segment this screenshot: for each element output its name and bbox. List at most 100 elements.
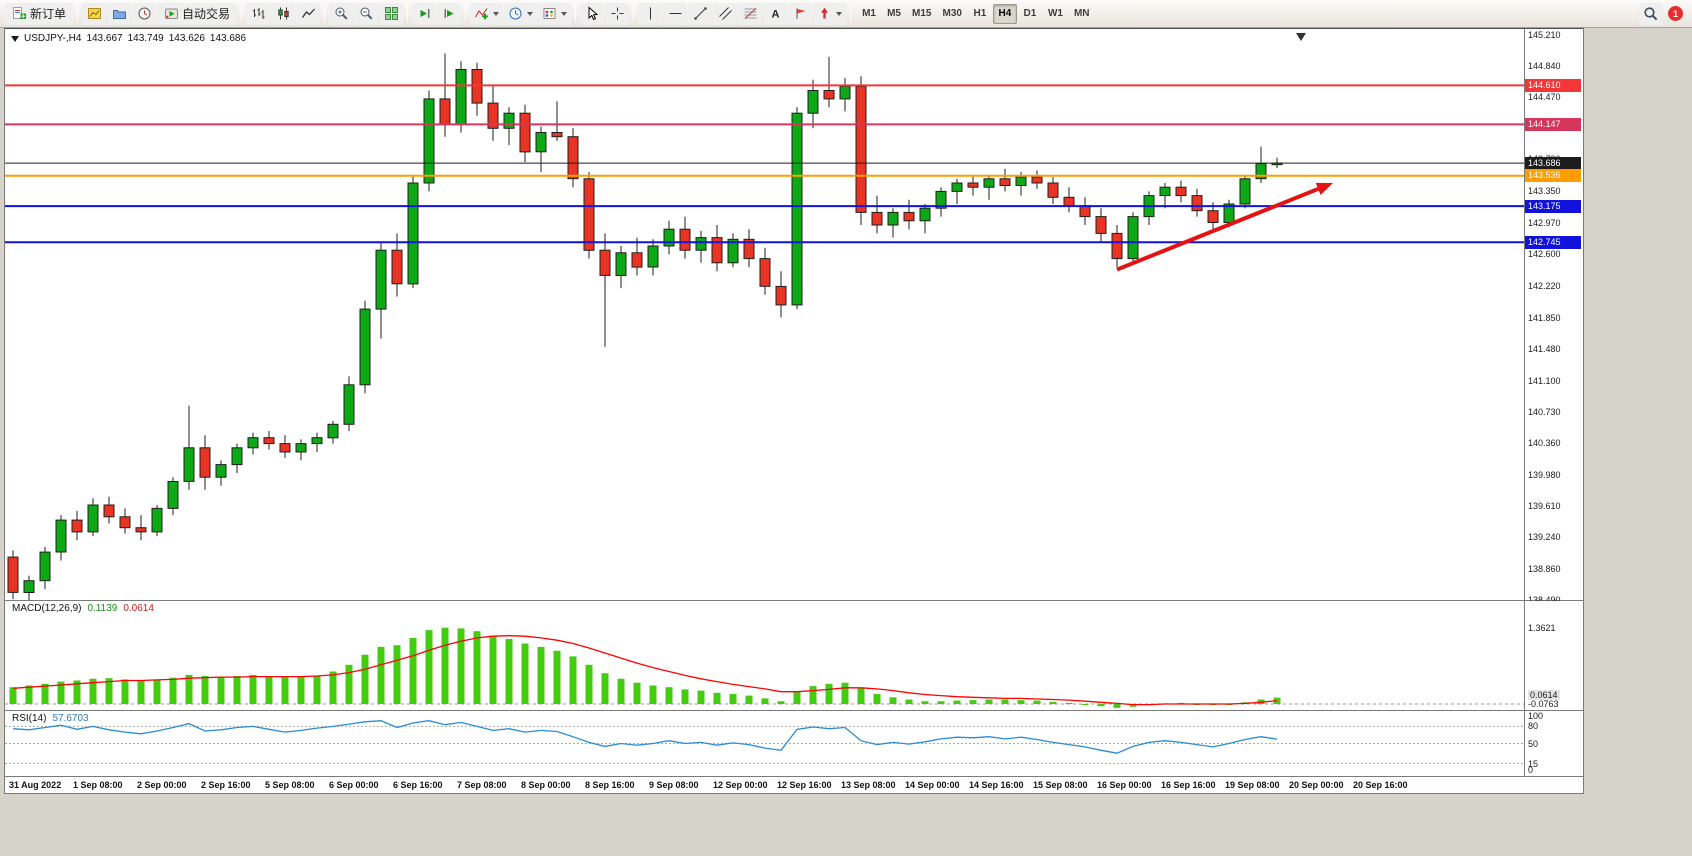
macd-scale[interactable]: 1.3621 0.0614 -0.0763: [1525, 601, 1583, 710]
profiles-button[interactable]: [107, 2, 132, 25]
time-axis-label: 15 Sep 08:00: [1033, 780, 1088, 790]
vertical-line-button[interactable]: [638, 2, 663, 25]
cursor-button[interactable]: [580, 2, 605, 25]
rsi-value: 57.6703: [52, 713, 89, 724]
y-axis-tick: 143.350: [1528, 186, 1561, 197]
candle-body: [599, 249, 611, 276]
chart-shift-marker[interactable]: [1296, 33, 1306, 41]
trend-arrow-line[interactable]: [1116, 187, 1319, 272]
text-label-button[interactable]: [788, 2, 813, 25]
horizontal-line-button[interactable]: [663, 2, 688, 25]
zoom-out-icon: [360, 7, 373, 20]
toolbar-divider: [77, 5, 79, 22]
toolbar: 新订单 自动交易: [0, 0, 1692, 28]
notification-badge[interactable]: 1: [1668, 6, 1683, 21]
candlestick-chart-icon: [277, 7, 289, 20]
timeframe-button-m1[interactable]: M1: [862, 8, 876, 19]
y-axis-tick: 140.730: [1528, 406, 1561, 417]
timeframe-button-m30[interactable]: M30: [942, 8, 962, 19]
new-order-button[interactable]: 新订单: [5, 2, 74, 25]
macd-histogram-bar: [617, 678, 625, 704]
tile-windows-icon: [384, 7, 398, 20]
main-chart-plot[interactable]: USDJPY-,H4 143.667 143.749 143.626 143.6…: [5, 29, 1525, 600]
timeframe-button-h4[interactable]: H4: [992, 3, 1017, 24]
auto-trading-button[interactable]: 自动交易: [157, 2, 238, 25]
candle-body: [807, 90, 819, 114]
market-watch-button[interactable]: [132, 2, 157, 25]
text-button[interactable]: A: [763, 2, 788, 25]
candle-body: [951, 182, 963, 192]
templates-button[interactable]: [538, 2, 572, 25]
rsi-scale[interactable]: 100 80 50 15 0: [1525, 711, 1583, 776]
candle-body: [775, 285, 787, 306]
chart-shift-button[interactable]: [437, 2, 462, 25]
toolbar-divider: [324, 5, 326, 22]
timeframe-button-m15[interactable]: M15: [912, 8, 932, 19]
y-axis-tick: 141.100: [1528, 375, 1561, 386]
candle-body: [839, 85, 851, 100]
periods-button[interactable]: [504, 2, 538, 25]
y-axis-tick: 142.220: [1528, 281, 1561, 292]
y-axis-tick: 144.840: [1528, 61, 1561, 72]
bar-chart-button[interactable]: [246, 2, 271, 25]
candle-body: [999, 178, 1011, 187]
chart-symbol-period: USDJPY-,H4: [24, 33, 82, 44]
arrows-tool-button[interactable]: [813, 2, 847, 25]
candle-body: [1127, 216, 1139, 260]
macd-plot[interactable]: MACD(12,26,9) 0.1139 0.0614: [5, 601, 1525, 710]
macd-histogram-bar: [1033, 700, 1041, 704]
candle-body: [199, 447, 211, 478]
macd-histogram-bar: [1017, 700, 1025, 704]
candle-body: [695, 237, 707, 251]
rsi-label: RSI(14) 57.6703: [12, 713, 89, 724]
candle-body: [263, 437, 275, 445]
zoom-out-button[interactable]: [354, 2, 379, 25]
one-click-trading-toggle[interactable]: [11, 35, 19, 42]
candle-body: [119, 516, 131, 529]
macd-value-main: 0.1139: [87, 603, 118, 614]
candle-body: [903, 211, 915, 222]
crosshair-button[interactable]: [605, 2, 630, 25]
macd-signal-line: [12, 635, 1278, 706]
macd-histogram-bar: [361, 654, 369, 704]
time-axis[interactable]: 31 Aug 2022 1 Sep 08:00 2 Sep 00:00 2 Sep 1…: [5, 777, 1583, 793]
macd-histogram-bar: [457, 628, 465, 704]
macd-svg: [5, 627, 1524, 708]
macd-histogram-bar: [281, 677, 289, 704]
timeframe-button-mn[interactable]: MN: [1073, 8, 1090, 19]
dropdown-caret-icon: [836, 11, 843, 16]
macd-histogram-bar: [1065, 702, 1073, 704]
zoom-in-button[interactable]: [329, 2, 354, 25]
trend-arrow-head[interactable]: [1315, 182, 1333, 195]
macd-histogram-bar: [969, 700, 977, 704]
candle-body: [1079, 205, 1091, 218]
auto-scroll-button[interactable]: [412, 2, 437, 25]
macd-histogram-bar: [537, 646, 545, 704]
fibonacci-button[interactable]: [738, 2, 763, 25]
rsi-plot[interactable]: RSI(14) 57.6703: [5, 711, 1525, 776]
new-chart-button[interactable]: [82, 2, 107, 25]
timeframe-button-w1[interactable]: W1: [1047, 8, 1063, 19]
macd-histogram-bar: [105, 678, 113, 704]
timeframe-button-h1[interactable]: H1: [973, 8, 987, 19]
macd-histogram-bar: [713, 692, 721, 704]
candle-body: [647, 245, 659, 268]
tile-windows-button[interactable]: [379, 2, 404, 25]
trendline-button[interactable]: [688, 2, 713, 25]
macd-histogram-bar: [473, 631, 481, 704]
price-scale[interactable]: 145.210144.840144.470144.100143.730143.3…: [1525, 29, 1583, 605]
channel-button[interactable]: [713, 2, 738, 25]
search-button[interactable]: [1639, 2, 1663, 25]
line-chart-button[interactable]: [296, 2, 321, 25]
text-icon: A: [771, 9, 779, 21]
candlestick-chart-button[interactable]: [271, 2, 296, 25]
indicators-button[interactable]: [470, 2, 504, 25]
candle-body: [103, 504, 115, 518]
macd-histogram-bar: [137, 680, 145, 704]
new-chart-icon: [87, 8, 101, 19]
toolbar-divider: [407, 5, 409, 22]
timeframe-button-d1[interactable]: D1: [1023, 8, 1037, 19]
timeframe-button-m5[interactable]: M5: [887, 8, 901, 19]
time-axis-label: 9 Sep 08:00: [649, 780, 699, 790]
candle-body: [23, 580, 35, 594]
